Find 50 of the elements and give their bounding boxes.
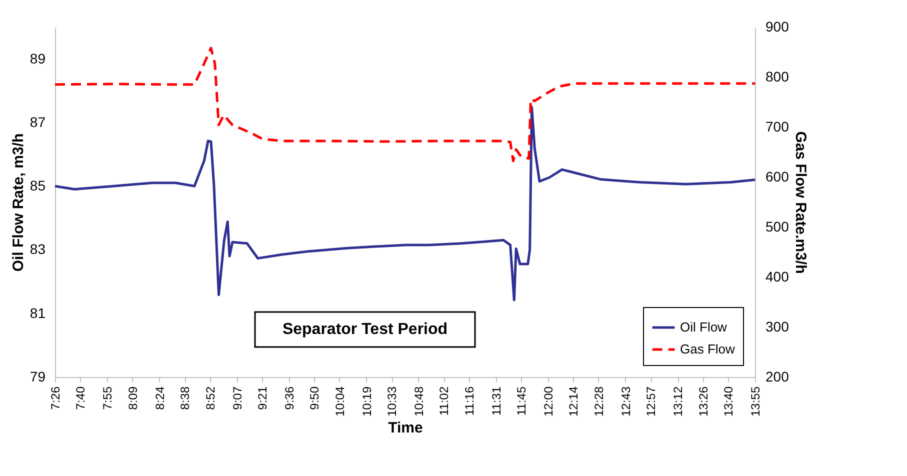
x-tick-label: 11:16 bbox=[462, 386, 476, 416]
x-tick-label: 8:24 bbox=[152, 386, 167, 410]
x-tick-label: 7:26 bbox=[48, 386, 62, 410]
x-tick-label: 9:07 bbox=[230, 386, 244, 410]
x-tick-label: 10:48 bbox=[412, 386, 426, 417]
line-series bbox=[54, 106, 756, 302]
y-tick-label: 89 bbox=[30, 50, 46, 66]
line-series bbox=[54, 46, 756, 162]
y-tick-label: 81 bbox=[30, 304, 46, 321]
y-tick-label: 85 bbox=[30, 178, 46, 194]
x-tick-label: 12:28 bbox=[592, 386, 606, 417]
legend-label: Oil Flow bbox=[680, 320, 728, 334]
x-tick-label: 8:38 bbox=[178, 386, 192, 410]
y-tick-label: 79 bbox=[30, 368, 46, 384]
y2-tick-label: 600 bbox=[766, 168, 790, 184]
x-tick-label: 13:12 bbox=[671, 386, 686, 417]
x-tick-label: 10:04 bbox=[332, 386, 347, 417]
x-tick-label: 7:40 bbox=[74, 386, 88, 410]
y2-tick-label: 300 bbox=[766, 318, 790, 334]
y2-tick-label: 700 bbox=[766, 118, 790, 134]
x-tick-label: 8:52 bbox=[203, 386, 218, 410]
x-tick-label: 11:02 bbox=[437, 386, 452, 416]
y2-tick-label: 500 bbox=[766, 218, 790, 234]
legend-label: Gas Flow bbox=[680, 342, 736, 356]
x-axis-title: Time bbox=[388, 420, 423, 437]
y-axis-title: Oil Flow Rate, m3/h bbox=[10, 133, 27, 272]
x-tick-label: 12:00 bbox=[542, 386, 556, 417]
y2-tick-label: 200 bbox=[766, 368, 790, 384]
x-tick-label: 7:55 bbox=[100, 386, 115, 410]
y-tick-label: 83 bbox=[30, 241, 46, 258]
y2-tick-label: 400 bbox=[766, 268, 790, 284]
x-tick-label: 12:43 bbox=[618, 386, 633, 417]
x-tick-label: 12:14 bbox=[566, 386, 581, 417]
x-tick-label: 13:26 bbox=[696, 386, 710, 417]
x-tick-label: 13:55 bbox=[748, 386, 762, 417]
annotation: Separator Test Period bbox=[282, 321, 448, 338]
x-tick-label: 13:40 bbox=[722, 386, 736, 417]
x-tick-label: 11:45 bbox=[514, 386, 529, 416]
x-tick-label: 12:57 bbox=[644, 386, 658, 417]
y2-tick-label: 800 bbox=[766, 68, 790, 84]
x-tick-label: 9:21 bbox=[255, 386, 270, 410]
x-tick-label: 9:36 bbox=[282, 386, 296, 410]
y-tick-label: 87 bbox=[30, 114, 46, 130]
y2-tick-label: 900 bbox=[766, 18, 790, 34]
x-tick-label: 11:31 bbox=[489, 386, 504, 416]
x-tick-label: 10:33 bbox=[385, 386, 400, 417]
x-tick-label: 9:50 bbox=[308, 386, 322, 410]
x-tick-label: 10:19 bbox=[360, 386, 374, 417]
y2-axis-title: Gas Flow Rate.m3/h bbox=[792, 131, 809, 274]
x-tick-label: 8:09 bbox=[126, 386, 140, 410]
